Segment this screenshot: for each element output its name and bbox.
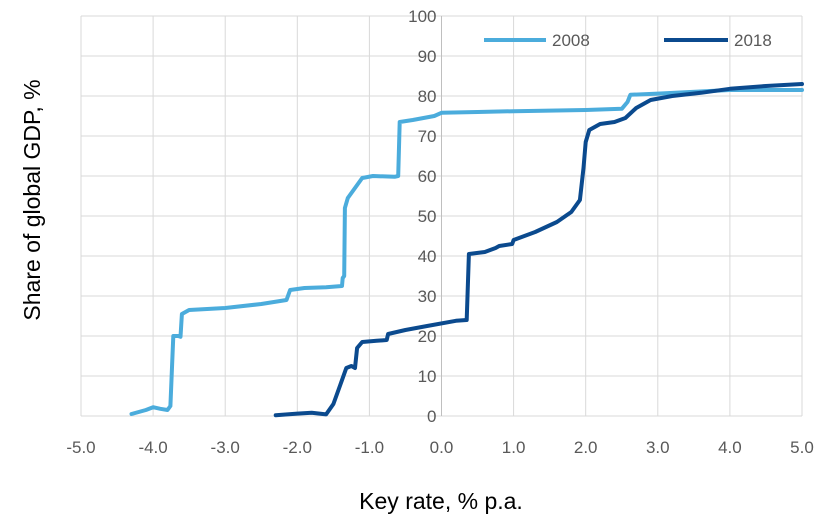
x-tick-label: -1.0 — [355, 438, 384, 457]
legend-label-2008: 2008 — [552, 31, 590, 50]
x-tick-label: 5.0 — [790, 438, 814, 457]
x-axis-ticks: -5.0 -4.0 -3.0 -2.0 -1.0 0.0 1.0 2.0 3.0 4.0 5.0 — [66, 438, 813, 457]
y-axis-ticks: 0 10 20 30 40 50 60 70 80 90 100 — [408, 7, 436, 426]
y-tick-label: 40 — [418, 247, 437, 266]
x-axis-title: Key rate, % p.a. — [359, 488, 523, 514]
series-line-2018 — [273, 82, 804, 418]
x-tick-label: 4.0 — [718, 438, 742, 457]
y-tick-label: 90 — [418, 47, 437, 66]
legend-label-2018: 2018 — [734, 31, 772, 50]
x-tick-label: -5.0 — [66, 438, 95, 457]
x-tick-label: -3.0 — [211, 438, 240, 457]
y-tick-label: 30 — [418, 287, 437, 306]
y-tick-label: 20 — [418, 327, 437, 346]
x-tick-label: 1.0 — [502, 438, 526, 457]
y-axis-title: Share of global GDP, % — [19, 79, 45, 320]
x-tick-label: 2.0 — [574, 438, 598, 457]
series-group — [129, 82, 804, 418]
y-tick-label: 60 — [418, 167, 437, 186]
series-line-2008 — [129, 88, 804, 416]
x-tick-label: -4.0 — [138, 438, 167, 457]
y-tick-label: 50 — [418, 207, 437, 226]
x-tick-label: 0.0 — [430, 438, 454, 457]
grid-lines — [80, 15, 803, 417]
y-tick-label: 100 — [408, 7, 436, 26]
y-tick-label: 0 — [427, 407, 436, 426]
x-tick-label: 3.0 — [646, 438, 670, 457]
y-tick-label: 10 — [418, 367, 437, 386]
x-tick-label: -2.0 — [283, 438, 312, 457]
legend: 2008 2018 — [484, 31, 772, 50]
y-tick-label: 70 — [418, 127, 437, 146]
y-tick-label: 80 — [418, 87, 437, 106]
